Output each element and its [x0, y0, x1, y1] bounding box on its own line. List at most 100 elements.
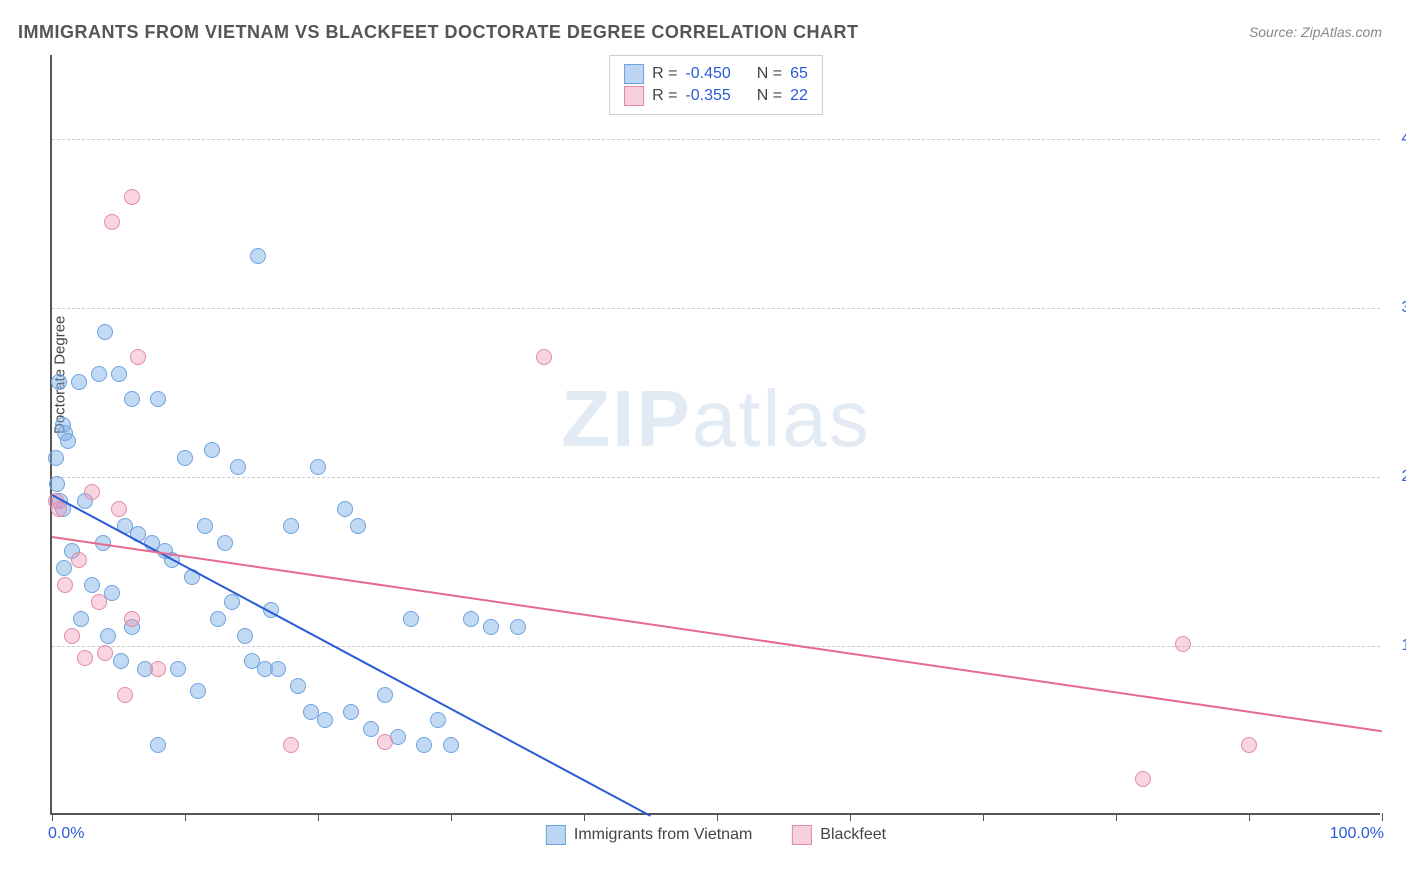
- scatter-point: [430, 712, 446, 728]
- scatter-point: [177, 450, 193, 466]
- scatter-point: [377, 734, 393, 750]
- legend-n-label: N =: [757, 87, 782, 105]
- legend-series-name: Blackfeet: [820, 826, 886, 844]
- scatter-point: [56, 560, 72, 576]
- x-tick: [52, 813, 53, 821]
- plot-area: Doctorate Degree ZIPatlas R =-0.450N =65…: [50, 55, 1380, 815]
- scatter-point: [1241, 737, 1257, 753]
- scatter-point: [463, 611, 479, 627]
- scatter-point: [91, 366, 107, 382]
- scatter-point: [310, 459, 326, 475]
- legend-r-label: R =: [652, 87, 677, 105]
- legend-r-label: R =: [652, 65, 677, 83]
- scatter-point: [197, 518, 213, 534]
- scatter-point: [48, 450, 64, 466]
- scatter-point: [250, 248, 266, 264]
- scatter-point: [73, 611, 89, 627]
- scatter-point: [190, 683, 206, 699]
- scatter-point: [230, 459, 246, 475]
- scatter-point: [1135, 771, 1151, 787]
- y-tick-label: 3.0%: [1402, 299, 1406, 317]
- scatter-point: [150, 661, 166, 677]
- scatter-point: [124, 391, 140, 407]
- scatter-point: [317, 712, 333, 728]
- scatter-point: [283, 737, 299, 753]
- scatter-point: [377, 687, 393, 703]
- legend-n-label: N =: [757, 65, 782, 83]
- scatter-point: [130, 349, 146, 365]
- x-tick: [1382, 813, 1383, 821]
- scatter-point: [55, 417, 71, 433]
- scatter-point: [117, 687, 133, 703]
- scatter-point: [97, 645, 113, 661]
- scatter-point: [77, 650, 93, 666]
- scatter-point: [210, 611, 226, 627]
- x-tick: [983, 813, 984, 821]
- scatter-point: [283, 518, 299, 534]
- x-tick: [717, 813, 718, 821]
- scatter-point: [290, 678, 306, 694]
- watermark-bold: ZIP: [561, 374, 691, 463]
- legend-series-name: Immigrants from Vietnam: [574, 826, 752, 844]
- scatter-point: [111, 501, 127, 517]
- correlation-legend: R =-0.450N =65R =-0.355N =22: [609, 55, 823, 115]
- scatter-point: [363, 721, 379, 737]
- scatter-point: [204, 442, 220, 458]
- x-axis-max-label: 100.0%: [1330, 825, 1384, 843]
- x-tick: [318, 813, 319, 821]
- scatter-point: [536, 349, 552, 365]
- gridline: [52, 477, 1380, 478]
- x-tick: [1249, 813, 1250, 821]
- legend-row: R = -0.355 N = 22: [624, 86, 808, 106]
- scatter-point: [51, 501, 67, 517]
- legend-swatch: [624, 86, 644, 106]
- scatter-point: [350, 518, 366, 534]
- legend-swatch: [792, 825, 812, 845]
- scatter-point: [64, 628, 80, 644]
- scatter-point: [483, 619, 499, 635]
- y-tick-label: 4.0%: [1402, 130, 1406, 148]
- scatter-point: [443, 737, 459, 753]
- scatter-point: [170, 661, 186, 677]
- scatter-point: [270, 661, 286, 677]
- legend-item: Blackfeet: [792, 825, 886, 845]
- source-attribution: Source: ZipAtlas.com: [1249, 24, 1382, 40]
- legend-r-value: -0.355: [685, 87, 730, 105]
- gridline: [52, 139, 1380, 140]
- legend-n-value: 22: [790, 87, 808, 105]
- scatter-point: [217, 535, 233, 551]
- scatter-point: [111, 366, 127, 382]
- scatter-point: [49, 476, 65, 492]
- series-legend: Immigrants from Vietnam Blackfeet: [546, 825, 886, 845]
- scatter-point: [403, 611, 419, 627]
- scatter-point: [343, 704, 359, 720]
- scatter-point: [51, 374, 67, 390]
- scatter-point: [124, 189, 140, 205]
- scatter-point: [60, 433, 76, 449]
- watermark-light: atlas: [692, 374, 871, 463]
- scatter-point: [113, 653, 129, 669]
- scatter-point: [84, 577, 100, 593]
- scatter-point: [510, 619, 526, 635]
- scatter-point: [337, 501, 353, 517]
- scatter-point: [71, 374, 87, 390]
- scatter-point: [150, 391, 166, 407]
- scatter-point: [91, 594, 107, 610]
- scatter-point: [124, 611, 140, 627]
- legend-item: Immigrants from Vietnam: [546, 825, 752, 845]
- gridline: [52, 308, 1380, 309]
- chart-title: IMMIGRANTS FROM VIETNAM VS BLACKFEET DOC…: [18, 22, 859, 43]
- x-tick: [1116, 813, 1117, 821]
- scatter-point: [104, 214, 120, 230]
- legend-row: R =-0.450N =65: [624, 64, 808, 84]
- watermark: ZIPatlas: [561, 373, 870, 465]
- trend-line: [52, 494, 651, 817]
- scatter-point: [97, 324, 113, 340]
- x-tick: [185, 813, 186, 821]
- x-axis-min-label: 0.0%: [48, 825, 84, 843]
- y-tick-label: 2.0%: [1402, 468, 1406, 486]
- scatter-point: [237, 628, 253, 644]
- scatter-point: [100, 628, 116, 644]
- legend-swatch: [546, 825, 566, 845]
- scatter-point: [416, 737, 432, 753]
